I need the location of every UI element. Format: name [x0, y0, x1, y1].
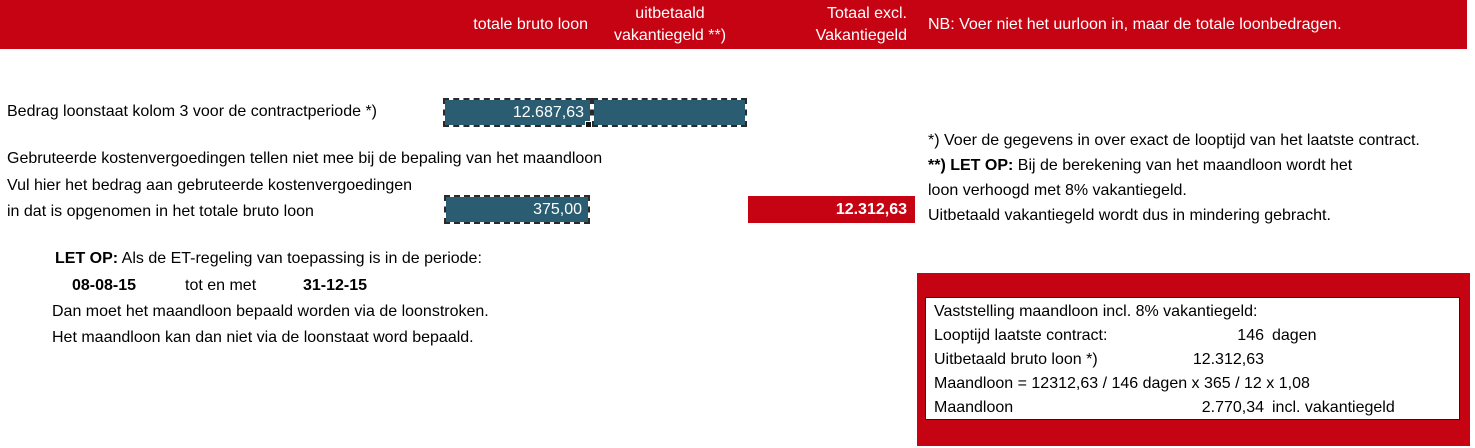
selected-range-outline-3: 375,00	[444, 195, 590, 224]
header-totaal-line2: Vakantiegeld	[815, 27, 907, 44]
footnote-4: Uitbetaald vakantiegeld wordt dus in min…	[928, 207, 1331, 224]
kosten-line3: in dat is opgenomen in het totale bruto …	[7, 203, 314, 220]
column-header-banner: totale bruto loon uitbetaald vakantiegel…	[0, 0, 1467, 49]
let-op-line3: Dan moet het maandloon bepaald worden vi…	[52, 303, 489, 320]
footnote-3: loon verhoogd met 8% vakantiegeld.	[928, 182, 1187, 199]
result-row-maandloon: Maandloon 2.770,34 incl. vakantiegeld	[934, 396, 1459, 420]
result-value: 146	[1237, 327, 1264, 344]
footnote-2: **) LET OP: Bij de berekening van het ma…	[928, 156, 1352, 176]
totaal-excl-vakantiegeld-cell[interactable]: 12.312,63	[748, 196, 915, 223]
let-op-bold: LET OP:	[55, 250, 119, 267]
kosten-line2: Vul hier het bedrag aan gebruteerde kost…	[7, 177, 413, 194]
result-label: Uitbetaald bruto loon *)	[934, 351, 1098, 368]
footnote-1: *) Voer de gegevens in over exact de loo…	[928, 132, 1420, 149]
result-label: Maandloon	[934, 399, 1014, 416]
result-value: 2.770,34	[1201, 399, 1264, 416]
selected-range-outline-2	[592, 98, 747, 127]
header-uitbetaald-line2: vakantiegeld **)	[613, 27, 727, 44]
let-op-line4: Het maandloon kan dan niet via de loonst…	[52, 329, 474, 346]
let-op-rest: Als de ET-regeling van toepassing is in …	[118, 250, 482, 267]
result-row-uitbetaald: Uitbetaald bruto loon *) 12.312,63	[934, 348, 1459, 372]
maandloon-result-box: Vaststelling maandloon incl. 8% vakantie…	[917, 273, 1470, 446]
result-suffix: incl. vakantiegeld	[1272, 399, 1395, 416]
maandloon-result-inner: Vaststelling maandloon incl. 8% vakantie…	[925, 297, 1460, 420]
et-tot-en-met-label: tot en met	[185, 277, 257, 294]
kostenvergoedingen-cell[interactable]: 375,00	[446, 197, 588, 222]
header-totale-bruto-loon: totale bruto loon	[473, 15, 588, 33]
et-period-end-date: 31-12-15	[303, 277, 368, 294]
header-totaal-excl-vakantiegeld: Totaal excl. Vakantiegeld	[745, 3, 907, 47]
result-title-row: Vaststelling maandloon incl. 8% vakantie…	[934, 300, 1459, 324]
uitbetaald-vakantiegeld-cell[interactable]	[594, 100, 745, 125]
fill-handle[interactable]	[585, 121, 592, 128]
result-value: 12.312,63	[1192, 351, 1264, 368]
nb-note: NB: Voer niet het uurloon in, maar de to…	[928, 15, 1342, 33]
header-uitbetaald-vakantiegeld: uitbetaald vakantiegeld **)	[595, 3, 745, 47]
result-label: Looptijd laatste contract:	[934, 327, 1108, 344]
result-label: Maandloon = 12312,63 / 146 dagen x 365 /…	[934, 375, 1310, 392]
let-op-line: LET OP: Als de ET-regeling van toepassin…	[55, 250, 482, 268]
totale-bruto-loon-cell[interactable]: 12.687,63	[445, 100, 590, 125]
result-title: Vaststelling maandloon incl. 8% vakantie…	[934, 303, 1258, 320]
header-uitbetaald-line1: uitbetaald	[635, 5, 705, 22]
header-totaal-line1: Totaal excl.	[826, 5, 907, 22]
kosten-line1: Gebruteerde kostenvergoedingen tellen ni…	[7, 150, 603, 167]
result-row-looptijd: Looptijd laatste contract: 146 dagen	[934, 324, 1459, 348]
selected-range-outline-1: 12.687,63	[443, 98, 592, 127]
result-row-formula: Maandloon = 12312,63 / 146 dagen x 365 /…	[934, 372, 1459, 396]
footnote-2-bold: **) LET OP:	[928, 157, 1014, 174]
et-period-start-date: 08-08-15	[72, 277, 137, 294]
bedrag-loonstaat-label: Bedrag loonstaat kolom 3 voor de contrac…	[7, 103, 377, 120]
footnote-2-rest: Bij de berekening van het maandloon word…	[1013, 157, 1353, 174]
result-suffix: dagen	[1272, 327, 1317, 344]
